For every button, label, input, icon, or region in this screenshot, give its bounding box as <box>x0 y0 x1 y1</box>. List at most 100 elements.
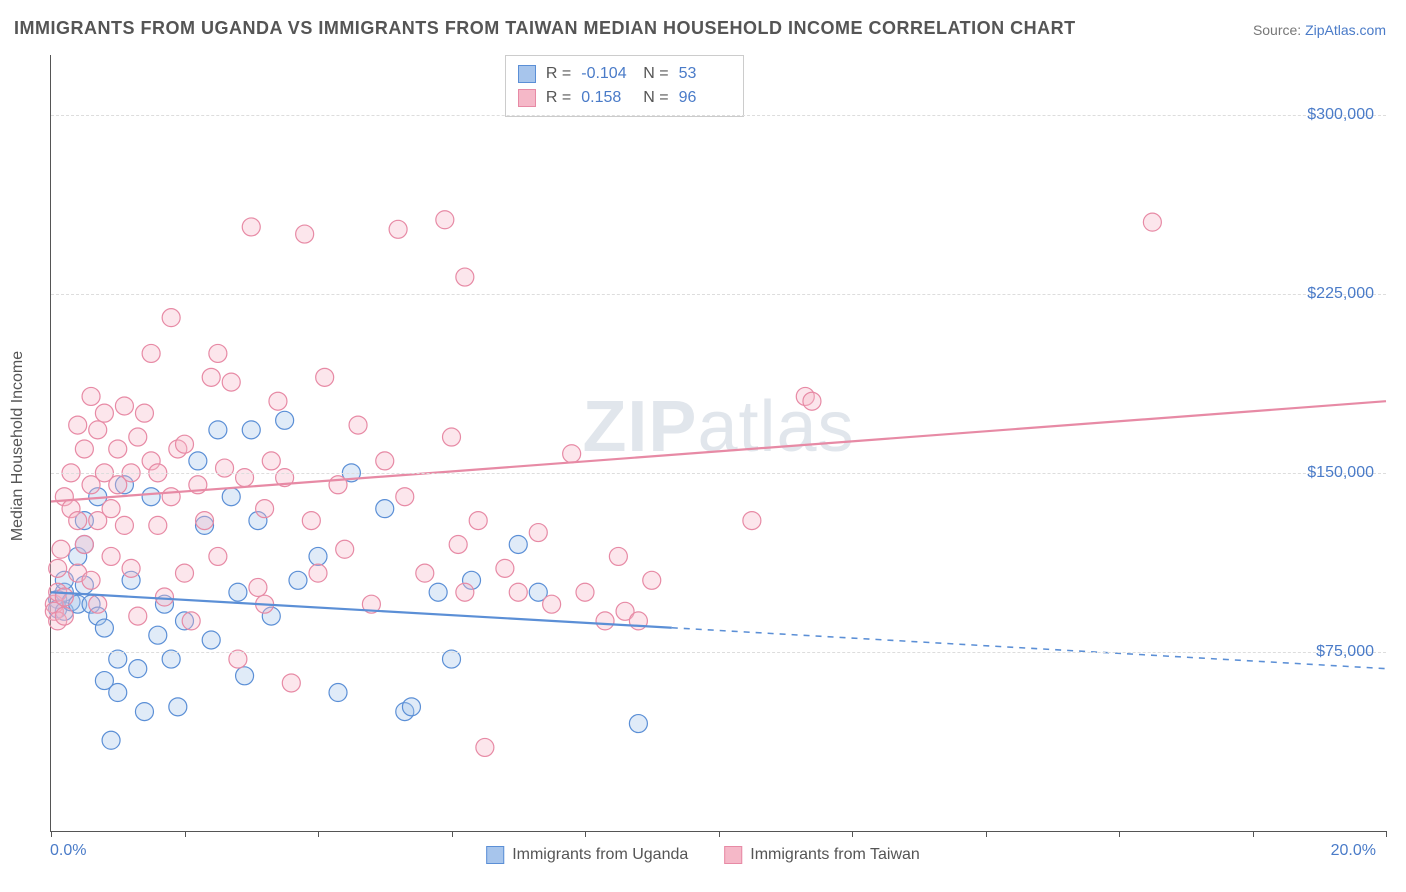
y-tick-label: $75,000 <box>1316 643 1374 661</box>
gridline <box>51 115 1386 116</box>
scatter-point <box>82 571 100 589</box>
legend-item-taiwan: Immigrants from Taiwan <box>724 846 920 864</box>
scatter-point <box>269 392 287 410</box>
scatter-point <box>89 512 107 530</box>
legend-swatch-uganda <box>486 846 504 864</box>
scatter-point <box>456 268 474 286</box>
scatter-point <box>402 698 420 716</box>
scatter-point <box>456 583 474 601</box>
scatter-point <box>249 578 267 596</box>
scatter-point <box>162 488 180 506</box>
source-attribution: Source: ZipAtlas.com <box>1253 22 1386 38</box>
scatter-point <box>109 684 127 702</box>
scatter-point <box>529 524 547 542</box>
scatter-point <box>115 397 133 415</box>
n-label-uganda: N = <box>643 62 668 86</box>
scatter-point <box>436 211 454 229</box>
scatter-point <box>149 626 167 644</box>
scatter-point <box>389 220 407 238</box>
scatter-point <box>543 595 561 613</box>
scatter-point <box>162 309 180 327</box>
source-prefix: Source: <box>1253 22 1305 38</box>
chart-title: IMMIGRANTS FROM UGANDA VS IMMIGRANTS FRO… <box>14 18 1076 39</box>
scatter-point <box>396 488 414 506</box>
scatter-point <box>95 619 113 637</box>
scatter-point <box>75 535 93 553</box>
scatter-point <box>229 583 247 601</box>
scatter-point <box>296 225 314 243</box>
scatter-point <box>142 488 160 506</box>
y-axis-label: Median Household Income <box>9 351 27 541</box>
scatter-point <box>176 564 194 582</box>
scatter-point <box>236 667 254 685</box>
scatter-point <box>135 404 153 422</box>
scatter-point <box>256 500 274 518</box>
scatter-point <box>52 540 70 558</box>
scatter-point <box>1143 213 1161 231</box>
scatter-point <box>276 411 294 429</box>
legend-item-uganda: Immigrants from Uganda <box>486 846 688 864</box>
scatter-point <box>349 416 367 434</box>
scatter-point <box>222 488 240 506</box>
scatter-point <box>236 469 254 487</box>
scatter-point <box>209 344 227 362</box>
trend-line <box>51 401 1386 501</box>
scatter-point <box>629 715 647 733</box>
scatter-point <box>55 588 73 606</box>
scatter-point <box>336 540 354 558</box>
scatter-point <box>209 421 227 439</box>
scatter-point <box>476 738 494 756</box>
scatter-point <box>222 373 240 391</box>
scatter-point <box>329 684 347 702</box>
r-value-uganda: -0.104 <box>581 62 633 86</box>
scatter-point <box>202 631 220 649</box>
x-tick-start: 0.0% <box>50 842 86 860</box>
scatter-point <box>129 660 147 678</box>
scatter-point <box>416 564 434 582</box>
scatter-point <box>496 559 514 577</box>
gridline <box>51 473 1386 474</box>
scatter-point <box>429 583 447 601</box>
scatter-point <box>803 392 821 410</box>
stats-row-uganda: R = -0.104 N = 53 <box>518 62 731 86</box>
stats-row-taiwan: R = 0.158 N = 96 <box>518 86 731 110</box>
x-minor-ticks <box>51 831 1386 837</box>
scatter-point <box>509 535 527 553</box>
scatter-point <box>189 452 207 470</box>
n-value-uganda: 53 <box>679 62 731 86</box>
scatter-point <box>129 607 147 625</box>
scatter-point <box>135 703 153 721</box>
trend-line-extrapolated <box>672 628 1386 669</box>
scatter-point <box>242 421 260 439</box>
chart-container: IMMIGRANTS FROM UGANDA VS IMMIGRANTS FRO… <box>0 0 1406 892</box>
bottom-legend: Immigrants from Uganda Immigrants from T… <box>486 846 920 864</box>
scatter-point <box>129 428 147 446</box>
swatch-taiwan <box>518 89 536 107</box>
scatter-point <box>169 698 187 716</box>
scatter-point <box>609 547 627 565</box>
scatter-point <box>89 595 107 613</box>
scatter-point <box>95 404 113 422</box>
scatter-point <box>282 674 300 692</box>
gridline <box>51 294 1386 295</box>
source-link[interactable]: ZipAtlas.com <box>1305 22 1386 38</box>
scatter-point <box>82 387 100 405</box>
n-label-taiwan: N = <box>643 86 668 110</box>
swatch-uganda <box>518 65 536 83</box>
scatter-point <box>376 452 394 470</box>
scatter-point <box>576 583 594 601</box>
y-tick-label: $300,000 <box>1307 106 1374 124</box>
scatter-point <box>49 559 67 577</box>
scatter-point <box>155 588 173 606</box>
scatter-point <box>509 583 527 601</box>
scatter-point <box>643 571 661 589</box>
scatter-point <box>596 612 614 630</box>
scatter-point <box>376 500 394 518</box>
y-tick-label: $150,000 <box>1307 464 1374 482</box>
scatter-point <box>289 571 307 589</box>
scatter-point <box>196 512 214 530</box>
scatter-point <box>209 547 227 565</box>
scatter-point <box>55 607 73 625</box>
y-tick-label: $225,000 <box>1307 285 1374 303</box>
scatter-point <box>202 368 220 386</box>
